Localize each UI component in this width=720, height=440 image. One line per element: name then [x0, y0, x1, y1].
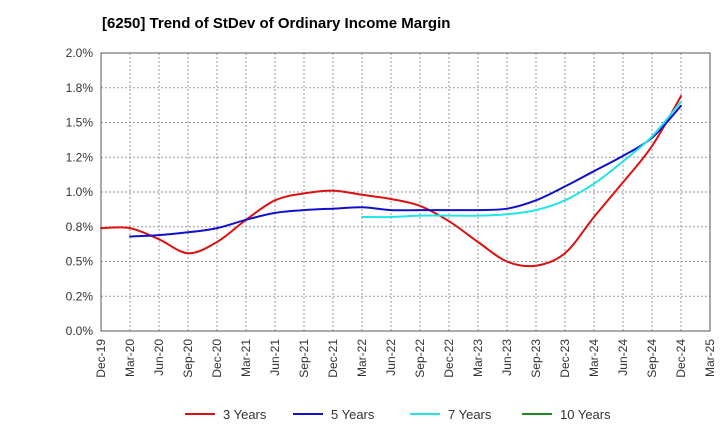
x-tick-label: Sep-24 [645, 339, 659, 378]
x-tick-label: Sep-23 [529, 339, 543, 378]
y-tick-labels: 0.0% 0.2% 0.5% 0.8% 1.0% 1.2% 1.5% 1.8% 2.0% [66, 46, 94, 338]
legend-label-3-years: 3 Years [223, 407, 267, 422]
x-tick-label: Dec-19 [94, 339, 108, 378]
legend-label-10-years: 10 Years [560, 407, 611, 422]
x-tick-label: Dec-21 [326, 339, 340, 378]
x-tick-labels: Dec-19 Mar-20 Jun-20 Sep-20 Dec-20 Mar-21 Jun-… [94, 339, 717, 378]
legend-label-7-years: 7 Years [448, 407, 492, 422]
series-line-7-years [361, 100, 682, 219]
x-tick-label: Sep-21 [297, 339, 311, 378]
x-tick-label: Dec-20 [210, 339, 224, 378]
y-tick-label: 1.8% [66, 81, 94, 95]
chart-title: [6250] Trend of StDev of Ordinary Income… [102, 15, 451, 32]
legend-label-5-years: 5 Years [331, 407, 375, 422]
y-tick-label: 0.2% [66, 289, 94, 303]
x-tick-label: Dec-22 [442, 339, 456, 378]
x-tick-label: Jun-22 [384, 339, 398, 376]
y-tick-label: 2.0% [66, 46, 94, 60]
y-tick-label: 1.0% [66, 185, 94, 199]
series-lines [100, 95, 682, 268]
x-tick-label: Jun-20 [152, 339, 166, 376]
x-tick-label: Sep-20 [181, 339, 195, 378]
series-line-5-years [129, 104, 682, 238]
x-tick-label: Mar-23 [471, 339, 485, 377]
x-tick-label: Jun-24 [616, 339, 630, 376]
y-tick-label: 0.5% [66, 255, 94, 269]
y-tick-label: 0.0% [66, 324, 94, 338]
x-tick-label: Mar-20 [123, 339, 137, 377]
series-line-3-years [100, 95, 682, 268]
x-tick-label: Mar-25 [703, 339, 717, 377]
axes [100, 52, 711, 332]
x-tick-label: Jun-21 [268, 339, 282, 376]
plot-frame [100, 52, 711, 332]
x-tick-label: Dec-23 [558, 339, 572, 378]
x-tick-label: Sep-22 [413, 339, 427, 378]
x-tick-label: Dec-24 [674, 339, 688, 378]
x-tick-label: Mar-22 [355, 339, 369, 377]
x-tick-label: Jun-23 [500, 339, 514, 376]
y-tick-label: 0.8% [66, 220, 94, 234]
legend: 3 Years 5 Years 7 Years 10 Years [185, 407, 611, 422]
y-tick-label: 1.5% [66, 116, 94, 130]
x-tick-label: Mar-24 [587, 339, 601, 377]
y-tick-label: 1.2% [66, 150, 94, 164]
grid-lines [101, 53, 710, 331]
x-tick-label: Mar-21 [239, 339, 253, 377]
